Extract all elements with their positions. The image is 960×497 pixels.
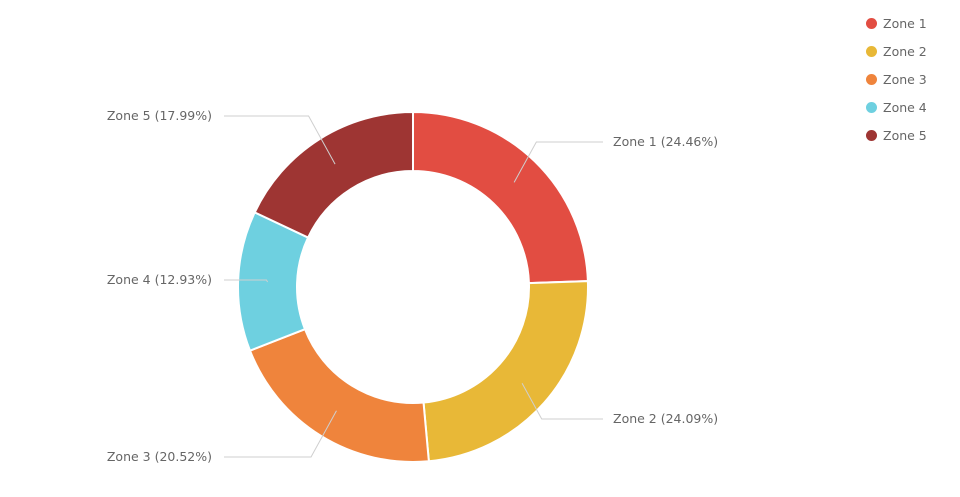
- legend-label-zone-4: Zone 4: [883, 99, 927, 115]
- legend-label-zone-2: Zone 2: [883, 43, 927, 59]
- leader-line-zone-1: [513, 141, 603, 183]
- legend-label-zone-5: Zone 5: [883, 127, 927, 143]
- legend-swatch-zone-1: [866, 17, 877, 29]
- legend-swatch-zone-3: [866, 73, 877, 85]
- legend-item-zone-4[interactable]: Zone 4: [866, 93, 956, 121]
- legend-swatch-zone-5: [866, 129, 877, 141]
- slice-zone-1[interactable]: [412, 110, 589, 285]
- slice-zone-3[interactable]: [248, 327, 430, 463]
- legend-item-zone-2[interactable]: Zone 2: [866, 37, 956, 65]
- legend-swatch-zone-2: [866, 45, 877, 57]
- data-label-zone-4: Zone 4 (12.93%): [107, 272, 212, 287]
- data-label-zone-2: Zone 2 (24.09%): [613, 411, 718, 426]
- legend-item-zone-5[interactable]: Zone 5: [866, 121, 956, 149]
- data-label-zone-1: Zone 1 (24.46%): [613, 134, 718, 149]
- leader-line-zone-3: [224, 410, 337, 458]
- leader-line-zone-4: [224, 279, 269, 283]
- legend-swatch-zone-4: [866, 101, 877, 113]
- legend-item-zone-1[interactable]: Zone 1: [866, 9, 956, 37]
- data-label-zone-5: Zone 5 (17.99%): [107, 108, 212, 123]
- legend: Zone 1 Zone 2 Zone 3 Zone 4 Zone 5: [866, 9, 956, 149]
- leader-line-group: [224, 115, 603, 458]
- legend-label-zone-1: Zone 1: [883, 15, 927, 31]
- legend-item-zone-3[interactable]: Zone 3: [866, 65, 956, 93]
- legend-label-zone-3: Zone 3: [883, 71, 927, 87]
- leader-line-zone-2: [521, 383, 603, 420]
- slice-group: [237, 110, 589, 463]
- slice-zone-5[interactable]: [253, 110, 414, 239]
- leader-line-zone-5: [224, 115, 336, 165]
- slice-zone-2[interactable]: [422, 280, 589, 463]
- data-label-zone-3: Zone 3 (20.52%): [107, 449, 212, 464]
- data-label-group: Zone 1 (24.46%) Zone 2 (24.09%) Zone 3 (20…: [107, 108, 718, 464]
